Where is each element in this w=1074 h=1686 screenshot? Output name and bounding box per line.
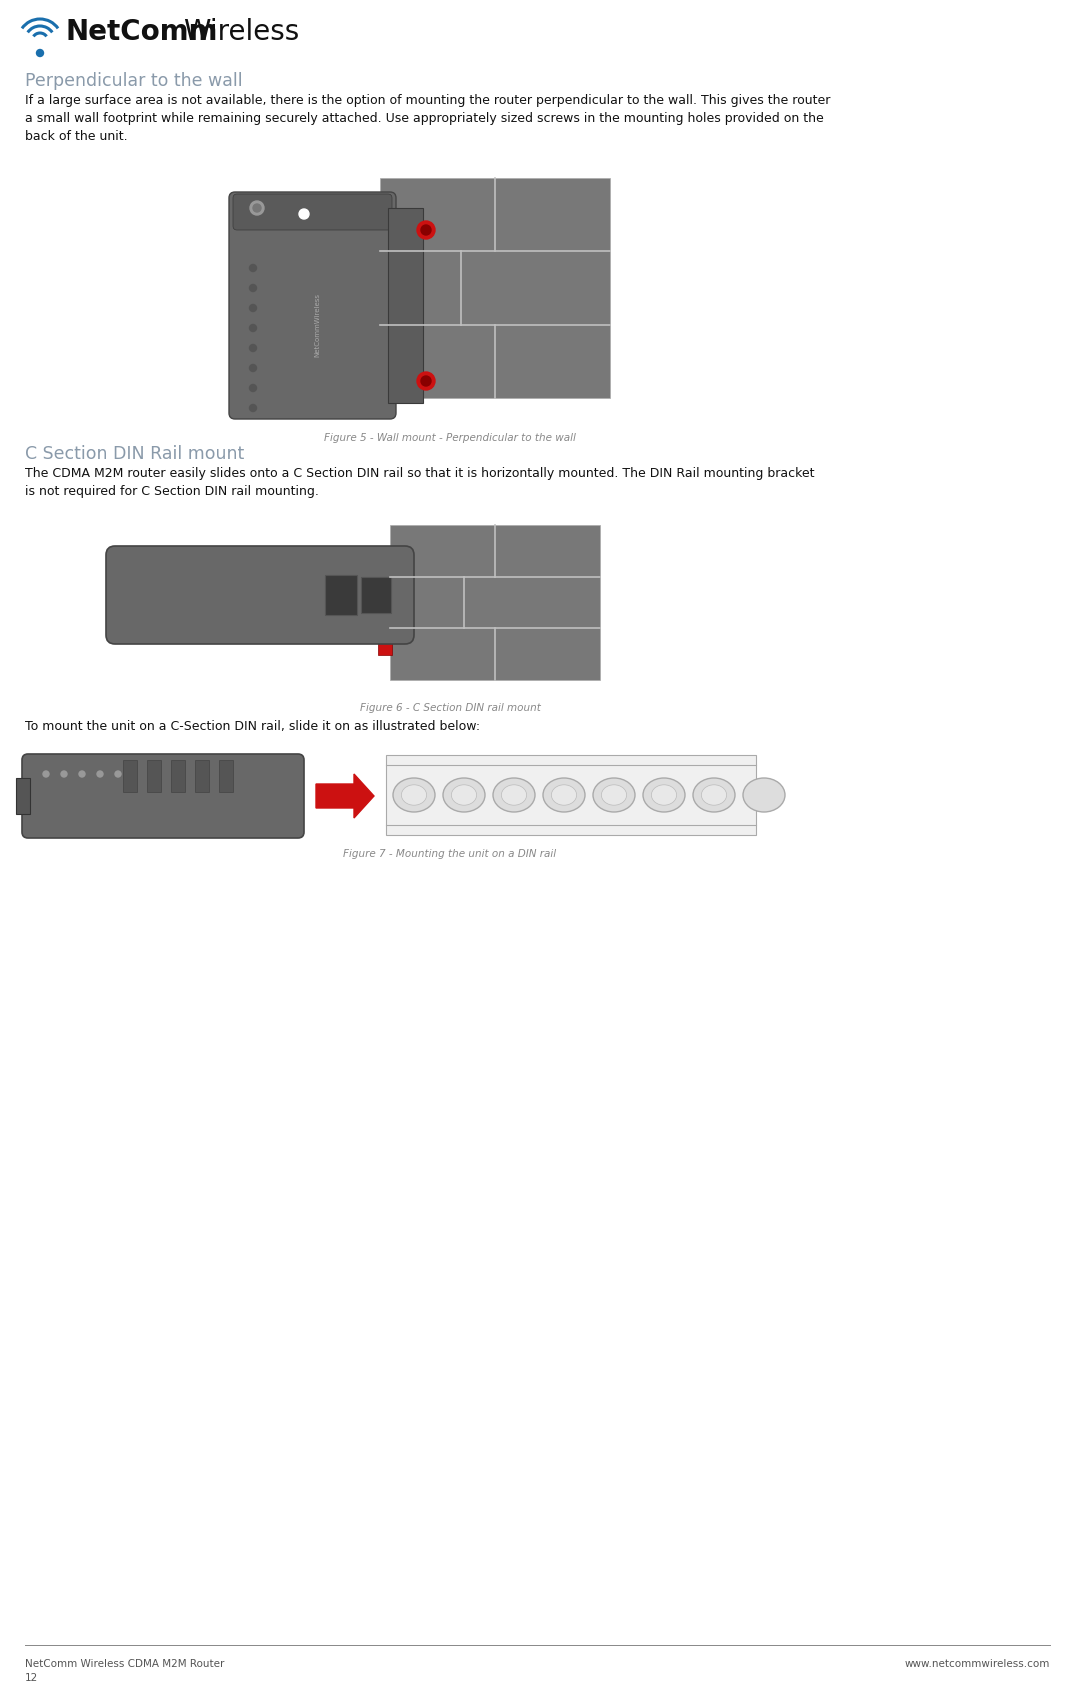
Ellipse shape [451,784,477,806]
Circle shape [417,373,435,389]
Ellipse shape [701,784,727,806]
FancyBboxPatch shape [21,754,304,838]
Ellipse shape [402,784,426,806]
Ellipse shape [551,784,577,806]
Circle shape [417,221,435,239]
Bar [147,760,161,792]
Polygon shape [316,774,374,818]
Text: www.netcommwireless.com: www.netcommwireless.com [904,1659,1050,1669]
Text: NetComm: NetComm [66,19,218,46]
Text: C Section DIN Rail mount: C Section DIN Rail mount [25,445,244,464]
Ellipse shape [543,777,585,813]
Text: 12: 12 [25,1673,39,1683]
Circle shape [37,49,44,57]
Circle shape [421,224,431,234]
Bar [325,575,357,615]
Ellipse shape [593,777,635,813]
Bar [378,550,392,654]
Bar [219,760,233,792]
Circle shape [249,285,257,292]
Circle shape [249,384,257,391]
Ellipse shape [393,777,435,813]
FancyBboxPatch shape [229,192,396,420]
Text: Wireless: Wireless [183,19,300,46]
Bar [361,577,391,614]
Bar [124,760,137,792]
FancyBboxPatch shape [233,194,392,229]
Bar [195,760,209,792]
Bar [380,179,610,398]
Ellipse shape [493,777,535,813]
Bar [390,524,600,679]
Circle shape [115,771,121,777]
Bar [171,760,185,792]
Bar [386,755,756,835]
Circle shape [249,364,257,371]
Circle shape [249,344,257,351]
Circle shape [299,209,309,219]
Circle shape [43,771,49,777]
Text: NetComm Wireless CDMA M2M Router: NetComm Wireless CDMA M2M Router [25,1659,224,1669]
Circle shape [97,771,103,777]
Ellipse shape [652,784,677,806]
Ellipse shape [743,777,785,813]
Text: If a large surface area is not available, there is the option of mounting the ro: If a large surface area is not available… [25,94,830,143]
Text: Figure 5 - Wall mount - Perpendicular to the wall: Figure 5 - Wall mount - Perpendicular to… [324,433,576,443]
Bar [16,777,30,814]
Circle shape [249,305,257,312]
Circle shape [61,771,67,777]
Circle shape [421,376,431,386]
Text: To mount the unit on a C-Section DIN rail, slide it on as illustrated below:: To mount the unit on a C-Section DIN rai… [25,720,480,733]
Ellipse shape [601,784,626,806]
Bar [388,207,423,403]
Circle shape [253,204,261,212]
Text: The CDMA M2M router easily slides onto a C Section DIN rail so that it is horizo: The CDMA M2M router easily slides onto a… [25,467,814,497]
Ellipse shape [502,784,526,806]
Circle shape [249,265,257,271]
Circle shape [79,771,85,777]
Ellipse shape [693,777,735,813]
Text: Figure 7 - Mounting the unit on a DIN rail: Figure 7 - Mounting the unit on a DIN ra… [344,850,556,858]
Circle shape [249,405,257,411]
Circle shape [250,201,264,216]
Text: Perpendicular to the wall: Perpendicular to the wall [25,72,243,89]
Ellipse shape [442,777,485,813]
Ellipse shape [643,777,685,813]
Circle shape [249,324,257,332]
Text: Figure 6 - C Section DIN rail mount: Figure 6 - C Section DIN rail mount [360,703,540,713]
Text: NetCommWireless: NetCommWireless [314,293,320,357]
FancyBboxPatch shape [106,546,413,644]
